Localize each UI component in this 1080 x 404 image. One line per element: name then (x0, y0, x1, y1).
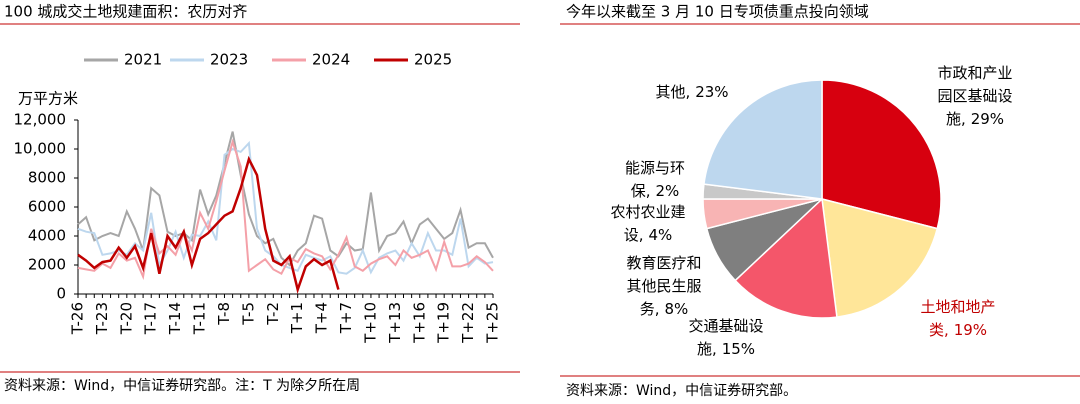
slice-label: 教育医疗和 (626, 254, 701, 272)
x-tick-label: T-20 (117, 302, 135, 335)
slice-value-label: 2% (655, 182, 679, 200)
x-tick-label: T+7 (337, 302, 355, 334)
y-tick-label: 12,000 (14, 111, 67, 129)
x-tick-label: T+16 (410, 302, 428, 344)
slice-label-text: 土地和地产 (920, 298, 995, 316)
chart-title: 100 城成交土地规建面积：农历对齐 (4, 3, 247, 21)
pie-slice (821, 197, 939, 318)
slice-label: 土地和地产 (920, 298, 995, 316)
slice-label: 类, 19% (929, 321, 987, 339)
y-tick-label: 8000 (28, 169, 66, 187)
slice-label-text: 其他, (655, 83, 690, 101)
slice-label-text: 园区基础设 (937, 87, 1012, 105)
y-axis-unit: 万平方米 (18, 90, 78, 108)
slice-label: 保, 2% (631, 182, 680, 200)
slice-label-text: 务, (640, 300, 660, 318)
slice-label: 农村农业建 (610, 203, 685, 221)
x-tick-label: T-11 (191, 302, 209, 335)
slice-label: 交通基础设 (688, 317, 763, 335)
slice-label-text: 市政和产业 (937, 64, 1012, 82)
pie-slice (734, 197, 838, 319)
slice-label-text: 交通基础设 (688, 317, 763, 335)
x-tick-label: T-2 (264, 302, 282, 326)
slice-label-text: 设, (624, 226, 644, 244)
slice-value-label: 4% (648, 226, 672, 244)
y-tick-label: 4000 (28, 227, 66, 245)
legend-label: 2025 (414, 51, 452, 69)
slice-label-text: 能源与环 (625, 159, 685, 177)
slice-label-text: 保, (631, 182, 651, 200)
series-line (77, 138, 494, 281)
x-tick-label: T+25 (484, 302, 502, 344)
x-tick-label: T-5 (239, 302, 257, 326)
slice-label-text: 施, (946, 110, 966, 128)
slice-label: 其他, 23% (655, 83, 728, 101)
x-tick-label: T+4 (313, 302, 331, 334)
x-tick-label: T+19 (435, 302, 453, 344)
slice-label: 施, 29% (946, 110, 1004, 128)
x-tick-label: T+1 (288, 302, 306, 334)
y-tick-label: 0 (56, 285, 66, 303)
y-tick-label: 10,000 (14, 140, 67, 158)
slice-value-label: 19% (954, 321, 987, 339)
slice-label-text: 施, (697, 340, 717, 358)
slice-label: 设, 4% (624, 226, 673, 244)
pie-slice (703, 79, 823, 200)
slice-label: 其他民生服 (626, 277, 701, 295)
legend-label: 2021 (124, 51, 162, 69)
slice-label: 能源与环 (625, 159, 685, 177)
legend-label: 2023 (210, 51, 248, 69)
x-tick-label: T+22 (459, 302, 477, 344)
slice-label: 市政和产业 (937, 64, 1012, 82)
slice-value-label: 8% (664, 300, 688, 318)
series-line (77, 131, 494, 267)
x-tick-label: T-14 (166, 302, 184, 335)
slice-label-text: 农村农业建 (610, 203, 685, 221)
slice-label: 园区基础设 (937, 87, 1012, 105)
source-note: 资料来源：Wind，中信证券研究部。注：T 为除夕所在周 (4, 378, 360, 394)
x-tick-label: T-26 (69, 302, 87, 335)
x-tick-label: T-17 (142, 302, 160, 335)
y-tick-label: 6000 (28, 198, 66, 216)
slice-label-text: 教育医疗和 (626, 254, 701, 272)
x-tick-label: T+13 (386, 302, 404, 344)
slice-label-text: 类, (929, 321, 949, 339)
series-line (77, 155, 340, 295)
slice-label-text: 其他民生服 (626, 277, 701, 295)
slice-label: 务, 8% (640, 300, 689, 318)
series-line (77, 140, 494, 275)
legend-label: 2024 (312, 51, 350, 69)
x-tick-label: T+10 (361, 302, 379, 344)
chart-title: 今年以来截至 3 月 10 日专项债重点投向领域 (566, 3, 869, 21)
slice-value-label: 23% (695, 83, 728, 101)
slice-value-label: 15% (722, 340, 755, 358)
slice-label: 施, 15% (697, 340, 755, 358)
x-tick-label: T-8 (215, 302, 233, 326)
slice-value-label: 29% (971, 110, 1004, 128)
x-tick-label: T-23 (93, 302, 111, 335)
y-tick-label: 2000 (28, 256, 66, 274)
pie-slice (821, 79, 942, 230)
source-note: 资料来源：Wind，中信证券研究部。 (566, 383, 797, 399)
